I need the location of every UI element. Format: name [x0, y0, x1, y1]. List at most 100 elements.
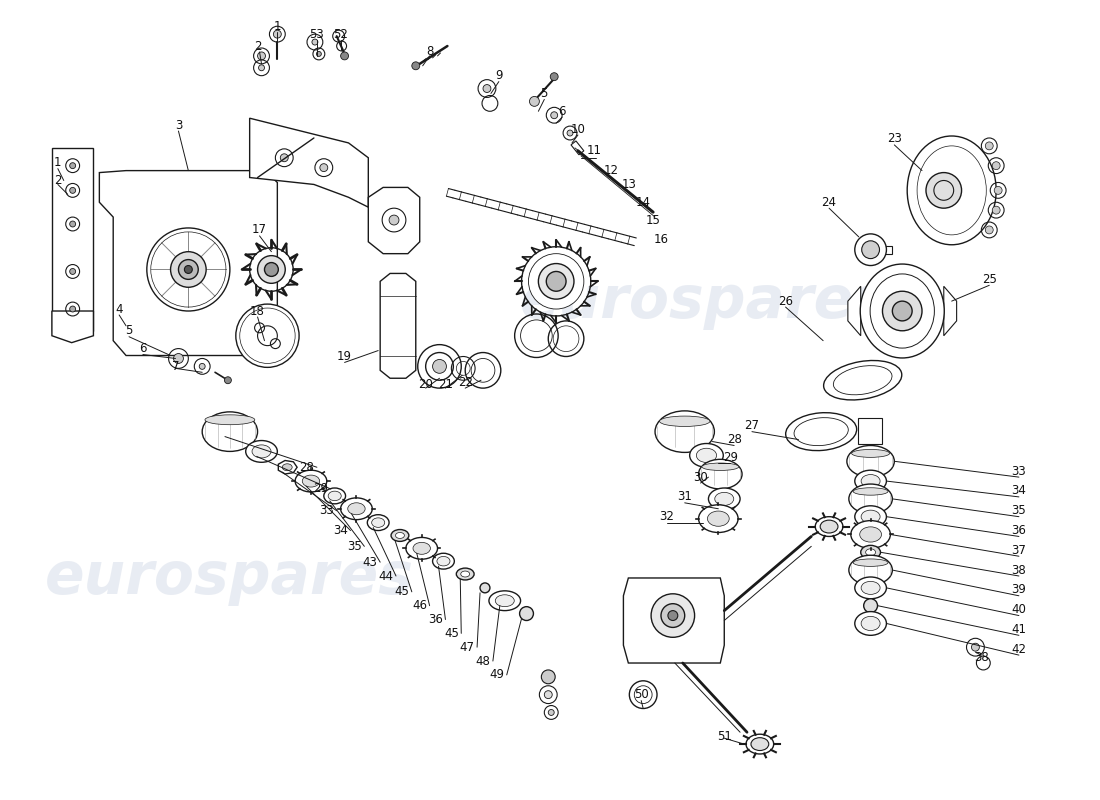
Ellipse shape	[821, 520, 838, 533]
Text: 12: 12	[604, 164, 619, 177]
Text: 47: 47	[460, 641, 475, 654]
Circle shape	[483, 85, 491, 93]
Circle shape	[651, 594, 694, 638]
Text: 35: 35	[1012, 504, 1026, 518]
Ellipse shape	[860, 527, 881, 542]
Circle shape	[668, 610, 678, 621]
Ellipse shape	[715, 492, 734, 506]
Ellipse shape	[202, 412, 257, 451]
Ellipse shape	[708, 488, 740, 510]
Text: 10: 10	[571, 122, 585, 135]
Circle shape	[432, 359, 447, 374]
Ellipse shape	[702, 463, 739, 470]
Circle shape	[538, 263, 574, 299]
Text: 4: 4	[116, 302, 123, 315]
Circle shape	[882, 291, 922, 330]
Text: 23: 23	[887, 133, 902, 146]
Text: 53: 53	[309, 28, 324, 41]
Text: 38: 38	[974, 650, 989, 663]
Text: 1: 1	[54, 156, 62, 169]
Text: 14: 14	[636, 196, 651, 209]
Circle shape	[892, 301, 912, 321]
Ellipse shape	[908, 136, 997, 245]
Circle shape	[69, 306, 76, 312]
Text: 6: 6	[559, 105, 565, 118]
Text: 5: 5	[540, 87, 548, 100]
Ellipse shape	[205, 415, 255, 425]
Text: 36: 36	[1012, 524, 1026, 537]
Text: 25: 25	[982, 273, 997, 286]
Circle shape	[69, 162, 76, 169]
Circle shape	[185, 266, 192, 274]
Text: 39: 39	[1012, 583, 1026, 596]
Text: 48: 48	[475, 654, 491, 667]
Circle shape	[280, 154, 288, 162]
Circle shape	[551, 112, 558, 118]
Circle shape	[69, 187, 76, 194]
Text: 34: 34	[333, 524, 348, 537]
Ellipse shape	[866, 549, 876, 556]
Ellipse shape	[406, 538, 438, 559]
Text: 2: 2	[254, 39, 262, 53]
Text: 45: 45	[444, 627, 459, 640]
Ellipse shape	[656, 411, 714, 453]
Text: 3: 3	[175, 118, 183, 132]
Circle shape	[529, 97, 539, 106]
Circle shape	[199, 363, 206, 370]
Text: 32: 32	[660, 510, 674, 523]
Ellipse shape	[824, 361, 902, 400]
Text: 46: 46	[412, 599, 427, 612]
Text: 7: 7	[172, 360, 179, 373]
Text: 8: 8	[426, 46, 433, 58]
Text: 45: 45	[395, 586, 409, 598]
Text: 34: 34	[1012, 485, 1026, 498]
Circle shape	[257, 52, 265, 60]
Text: 21: 21	[438, 378, 453, 390]
Circle shape	[519, 606, 534, 621]
Circle shape	[480, 583, 490, 593]
Text: 52: 52	[333, 28, 348, 41]
Ellipse shape	[854, 559, 888, 566]
Circle shape	[264, 262, 278, 277]
Text: 2: 2	[54, 174, 62, 187]
Text: 35: 35	[348, 540, 362, 553]
Ellipse shape	[861, 616, 880, 630]
Circle shape	[174, 354, 184, 363]
Ellipse shape	[495, 594, 515, 606]
Ellipse shape	[252, 445, 271, 458]
Ellipse shape	[302, 475, 320, 487]
Ellipse shape	[432, 554, 454, 569]
Circle shape	[861, 241, 880, 258]
Text: 43: 43	[363, 556, 377, 569]
Circle shape	[235, 304, 299, 367]
Ellipse shape	[348, 502, 365, 514]
Text: 40: 40	[1012, 603, 1026, 616]
Circle shape	[69, 269, 76, 274]
Ellipse shape	[341, 498, 372, 520]
Text: 28: 28	[299, 461, 315, 474]
Text: 16: 16	[653, 234, 669, 246]
Circle shape	[547, 271, 567, 291]
Text: 37: 37	[1012, 544, 1026, 557]
Ellipse shape	[328, 491, 341, 501]
Polygon shape	[381, 274, 416, 378]
Text: 29: 29	[314, 482, 328, 495]
Circle shape	[257, 256, 285, 283]
Text: 44: 44	[378, 570, 394, 582]
Text: 26: 26	[778, 294, 793, 308]
Text: 15: 15	[646, 214, 660, 226]
Text: 20: 20	[418, 378, 433, 390]
Text: 18: 18	[250, 305, 265, 318]
Circle shape	[864, 598, 878, 613]
Ellipse shape	[456, 568, 474, 580]
Polygon shape	[52, 148, 94, 330]
Ellipse shape	[860, 264, 944, 358]
Polygon shape	[882, 246, 892, 254]
Polygon shape	[368, 187, 420, 254]
Text: 36: 36	[428, 613, 443, 626]
Text: 33: 33	[319, 504, 334, 518]
Ellipse shape	[855, 506, 887, 527]
Ellipse shape	[690, 443, 724, 467]
Polygon shape	[848, 286, 860, 336]
Polygon shape	[250, 118, 368, 207]
